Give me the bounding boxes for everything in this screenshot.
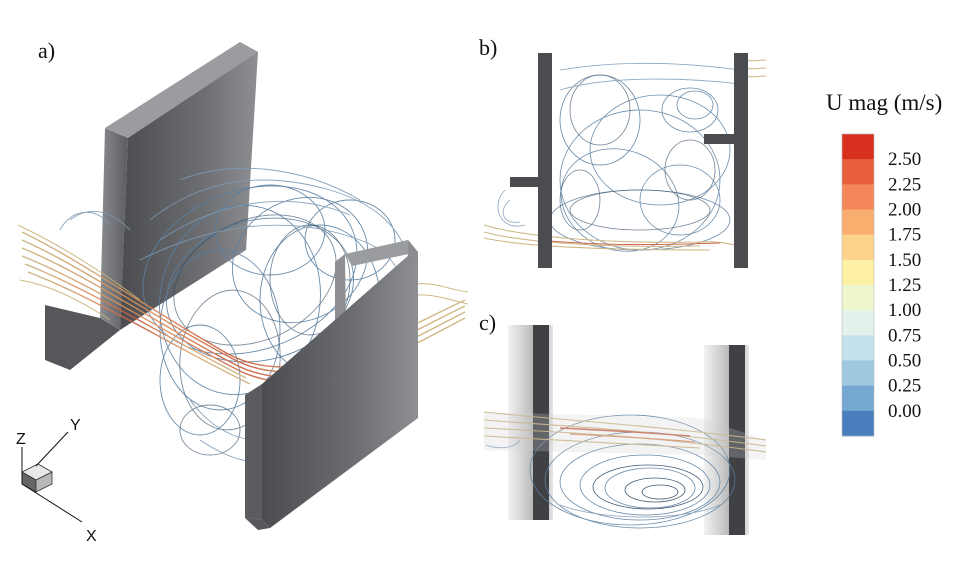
left-baffle (45, 42, 258, 370)
legend-band (842, 259, 874, 286)
legend-tick-label: 0.50 (888, 351, 921, 372)
legend-band (842, 310, 874, 336)
legend-band (842, 159, 874, 185)
panel-a-label: a) (38, 38, 55, 63)
axis-x-label: X (86, 528, 97, 545)
legend-tick-label: 2.25 (888, 174, 921, 195)
legend-tick-label: 0.25 (888, 376, 921, 397)
panel-c-label: c) (479, 310, 496, 335)
legend-color-bar (841, 133, 875, 437)
panel-a: a) (16, 38, 469, 545)
legend-band (842, 335, 874, 361)
legend-band (842, 385, 874, 412)
panel-b-label: b) (479, 35, 497, 60)
streamlines-b (483, 59, 767, 252)
panel-b: b) (479, 35, 767, 268)
color-legend: U mag (m/s) 2.50 2.25 2.00 1.75 1.50 1.25 1.00… (826, 90, 942, 437)
legend-tick-labels: 2.50 2.25 2.00 1.75 1.50 1.25 1.00 0.75 0.50 0.25… (888, 149, 921, 422)
legend-band (842, 134, 874, 160)
legend-tick-label: 1.75 (888, 225, 921, 246)
baffle-b-left (510, 53, 552, 268)
legend-tick-label: 0.00 (888, 401, 921, 422)
baffle-b-right (704, 53, 748, 268)
streamlines-c (483, 411, 767, 529)
right-baffle (245, 240, 418, 530)
legend-band (842, 285, 874, 311)
plate-c (484, 412, 766, 460)
panel-c: c) (479, 310, 767, 535)
legend-bar-border (841, 133, 875, 437)
axis-y-label: Y (70, 417, 81, 434)
legend-tick-label: 2.50 (888, 149, 921, 170)
legend-tick-label: 1.25 (888, 275, 921, 296)
legend-title: U mag (m/s) (826, 90, 942, 115)
legend-tick-label: 0.75 (888, 325, 921, 346)
cylinder-c-right (704, 345, 749, 535)
legend-tick-label: 1.50 (888, 250, 921, 271)
axis-triad: Z Y X (16, 417, 97, 545)
legend-band (842, 234, 874, 261)
legend-band (842, 184, 874, 210)
legend-tick-label: 1.00 (888, 300, 921, 321)
legend-band (842, 209, 874, 236)
legend-band (842, 360, 874, 387)
axis-z-label: Z (16, 431, 26, 448)
legend-tick-label: 2.00 (888, 200, 921, 221)
legend-band (842, 410, 874, 437)
